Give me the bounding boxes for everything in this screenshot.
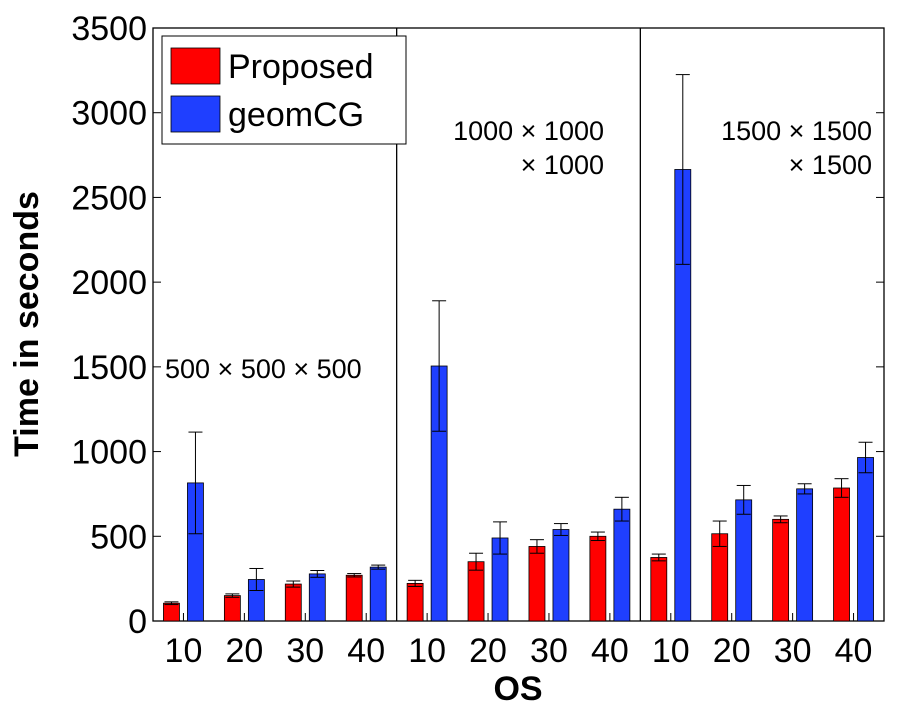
bar-proposed-7 xyxy=(528,546,546,622)
bar-proposed-2 xyxy=(223,595,241,622)
group-labels: 500 × 500 × 500 1000 × 1000 × 1000 1500 × 1… xyxy=(165,116,872,384)
error-bar-geomcg-7 xyxy=(553,523,568,536)
bar-geomcg-7 xyxy=(552,529,570,622)
y-tick-label-1000: 1000 xyxy=(71,434,147,472)
x-tick-label-6: 20 xyxy=(469,632,507,670)
group-label-line: × 1000 xyxy=(521,150,604,180)
group-label-line: 500 × 500 × 500 xyxy=(165,354,362,384)
bar-proposed-12 xyxy=(833,487,850,622)
error-bar-geomcg-12 xyxy=(858,441,873,474)
error-bar-proposed-3 xyxy=(286,580,301,588)
legend-swatch-geomcg xyxy=(170,95,221,133)
bar-proposed-1 xyxy=(163,602,180,622)
y-tick-label-500: 500 xyxy=(90,518,147,556)
legend-swatch-proposed xyxy=(170,47,221,85)
error-bar-proposed-4 xyxy=(347,573,362,578)
error-bar-geomcg-10 xyxy=(736,484,751,515)
y-tick-label-1500: 1500 xyxy=(71,349,147,387)
error-bar-proposed-1 xyxy=(164,601,179,606)
error-bar-proposed-10 xyxy=(712,520,727,547)
group-label-3: 1500 × 1500 × 1500 xyxy=(721,116,872,180)
error-bar-geomcg-8 xyxy=(614,496,629,522)
y-tick-label-3500: 3500 xyxy=(71,10,147,48)
bar-geomcg-11 xyxy=(796,488,814,622)
error-bar-geomcg-11 xyxy=(797,483,812,495)
error-bar-geomcg-1 xyxy=(188,431,203,535)
y-tick-label-2500: 2500 xyxy=(71,179,147,217)
bar-proposed-4 xyxy=(345,574,363,622)
x-tick-label-3: 30 xyxy=(286,632,324,670)
error-bar-geomcg-2 xyxy=(249,567,264,592)
error-bar-proposed-9 xyxy=(651,553,666,562)
error-bar-geomcg-3 xyxy=(310,570,325,578)
bar-proposed-5 xyxy=(406,582,424,622)
legend-label-geomcg: geomCG xyxy=(228,96,364,134)
error-bar-geomcg-6 xyxy=(493,521,508,555)
y-tick-label-0: 0 xyxy=(128,603,147,641)
bar-geomcg-12 xyxy=(857,457,874,622)
x-tick-label-4: 40 xyxy=(347,632,385,670)
bar-geomcg-10 xyxy=(735,499,753,622)
error-bar-geomcg-9 xyxy=(675,74,690,265)
bars-layer xyxy=(163,169,874,622)
bar-geomcg-3 xyxy=(308,573,326,622)
error-bar-proposed-11 xyxy=(773,515,788,524)
x-axis-label: OS xyxy=(493,670,542,708)
error-bar-proposed-12 xyxy=(834,478,849,498)
group-label-line: 1000 × 1000 xyxy=(453,116,604,146)
y-axis-label: Time in seconds xyxy=(8,191,46,457)
error-bar-geomcg-4 xyxy=(371,564,386,570)
error-bar-proposed-6 xyxy=(469,552,484,571)
bar-proposed-11 xyxy=(772,518,790,622)
x-tick-label-2: 20 xyxy=(225,632,263,670)
bar-geomcg-8 xyxy=(613,508,631,622)
x-tick-label-8: 40 xyxy=(591,632,629,670)
bar-proposed-9 xyxy=(650,557,668,622)
group-label-line: 1500 × 1500 xyxy=(721,116,872,146)
error-bar-proposed-5 xyxy=(408,579,423,587)
bar-proposed-3 xyxy=(284,583,302,622)
error-bar-proposed-7 xyxy=(529,539,544,554)
y-tick-label-3000: 3000 xyxy=(71,95,147,133)
x-tick-label-11: 30 xyxy=(774,632,812,670)
group-label-1: 500 × 500 × 500 xyxy=(165,354,362,384)
group-label-line: × 1500 xyxy=(789,150,872,180)
legend-label-proposed: Proposed xyxy=(228,48,374,86)
error-bars-layer xyxy=(164,74,873,606)
legend: Proposed geomCG xyxy=(161,35,407,145)
bar-geomcg-4 xyxy=(369,566,387,622)
group-label-2: 1000 × 1000 × 1000 xyxy=(453,116,604,180)
x-tick-label-7: 30 xyxy=(530,632,568,670)
ticks-layer: 0 500 1000 1500 2000 2500 3000 3500 10 20 30 40 10 20… xyxy=(71,10,884,670)
x-tick-label-5: 10 xyxy=(408,632,446,670)
y-tick-label-2000: 2000 xyxy=(71,264,147,302)
error-bar-proposed-8 xyxy=(590,531,605,542)
x-tick-label-9: 10 xyxy=(652,632,690,670)
x-tick-label-10: 20 xyxy=(713,632,751,670)
error-bar-proposed-2 xyxy=(225,593,240,598)
x-tick-label-1: 10 xyxy=(165,632,203,670)
error-bar-geomcg-5 xyxy=(432,300,447,432)
bar-proposed-8 xyxy=(589,535,607,622)
x-tick-label-12: 40 xyxy=(835,632,873,670)
